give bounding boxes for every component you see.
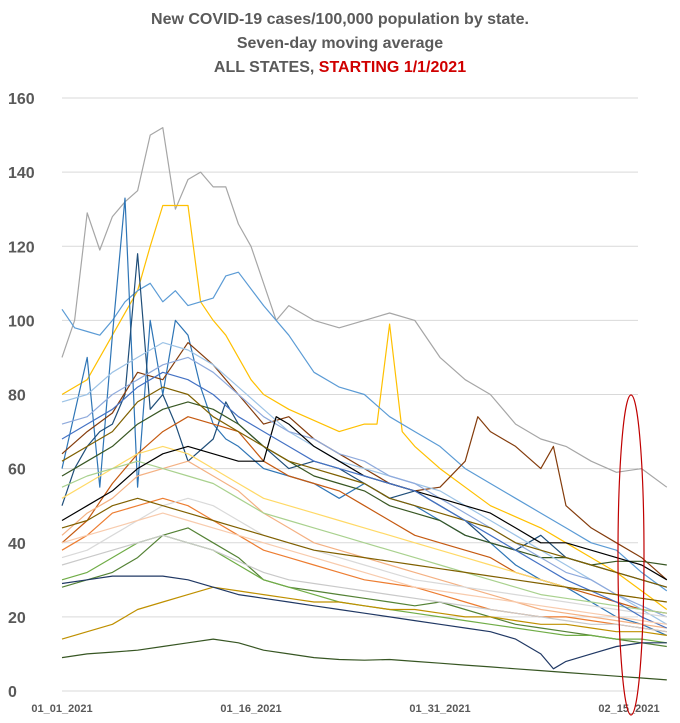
series-line-5 — [61, 253, 667, 588]
y-tick-label: 140 — [8, 165, 35, 182]
series-line-23 — [61, 497, 667, 603]
chart-title: New COVID-19 cases/100,000 population by… — [151, 11, 529, 28]
series-line-1 — [61, 127, 668, 488]
series-line-26 — [61, 575, 667, 670]
series-line-10 — [61, 638, 667, 681]
series-lines — [61, 127, 668, 681]
series-line-19 — [61, 416, 668, 581]
series-line-24 — [61, 534, 667, 633]
scope-prefix: ALL STATES, — [213, 59, 319, 76]
x-tick-label: 01_16_2021 — [220, 703, 281, 715]
y-tick-label: 0 — [8, 684, 17, 701]
y-axis: 0 20 40 60 80 100 120 140 160 — [8, 91, 35, 701]
x-tick-label: 01_31_2021 — [409, 703, 470, 715]
series-line-3 — [61, 271, 668, 592]
chart-scope-line: ALL STATES, STARTING 1/1/2021 — [0, 56, 680, 80]
series-line-18 — [61, 460, 667, 614]
annotation-ellipse — [617, 394, 645, 716]
series-line-13 — [61, 497, 667, 633]
series-line-20 — [61, 386, 667, 588]
y-tick-label: 40 — [8, 536, 26, 553]
series-line-2 — [61, 204, 668, 610]
x-axis: 01_01_2021 01_16_2021 01_31_2021 02_15_2021 — [31, 703, 659, 715]
series-line-14 — [61, 586, 667, 640]
series-line-16 — [61, 356, 668, 618]
series-line-17 — [61, 445, 667, 603]
series-line-15 — [61, 342, 668, 625]
series-line-4 — [61, 197, 668, 636]
y-tick-label: 80 — [8, 388, 26, 405]
y-tick-label: 100 — [8, 313, 35, 330]
y-tick-label: 160 — [8, 91, 35, 108]
x-tick-label: 02_15_2021 — [598, 703, 659, 715]
chart-title-block: New COVID-19 cases/100,000 population by… — [0, 8, 680, 80]
chart-subtitle: Seven-day moving average — [236, 35, 444, 52]
y-tick-label: 60 — [8, 462, 26, 479]
series-line-22 — [61, 371, 668, 629]
y-tick-label: 120 — [8, 239, 35, 256]
y-tick-label: 20 — [8, 610, 26, 627]
series-line-25 — [61, 512, 667, 625]
scope-highlight: STARTING 1/1/2021 — [318, 59, 467, 76]
x-tick-label: 01_01_2021 — [31, 703, 92, 715]
